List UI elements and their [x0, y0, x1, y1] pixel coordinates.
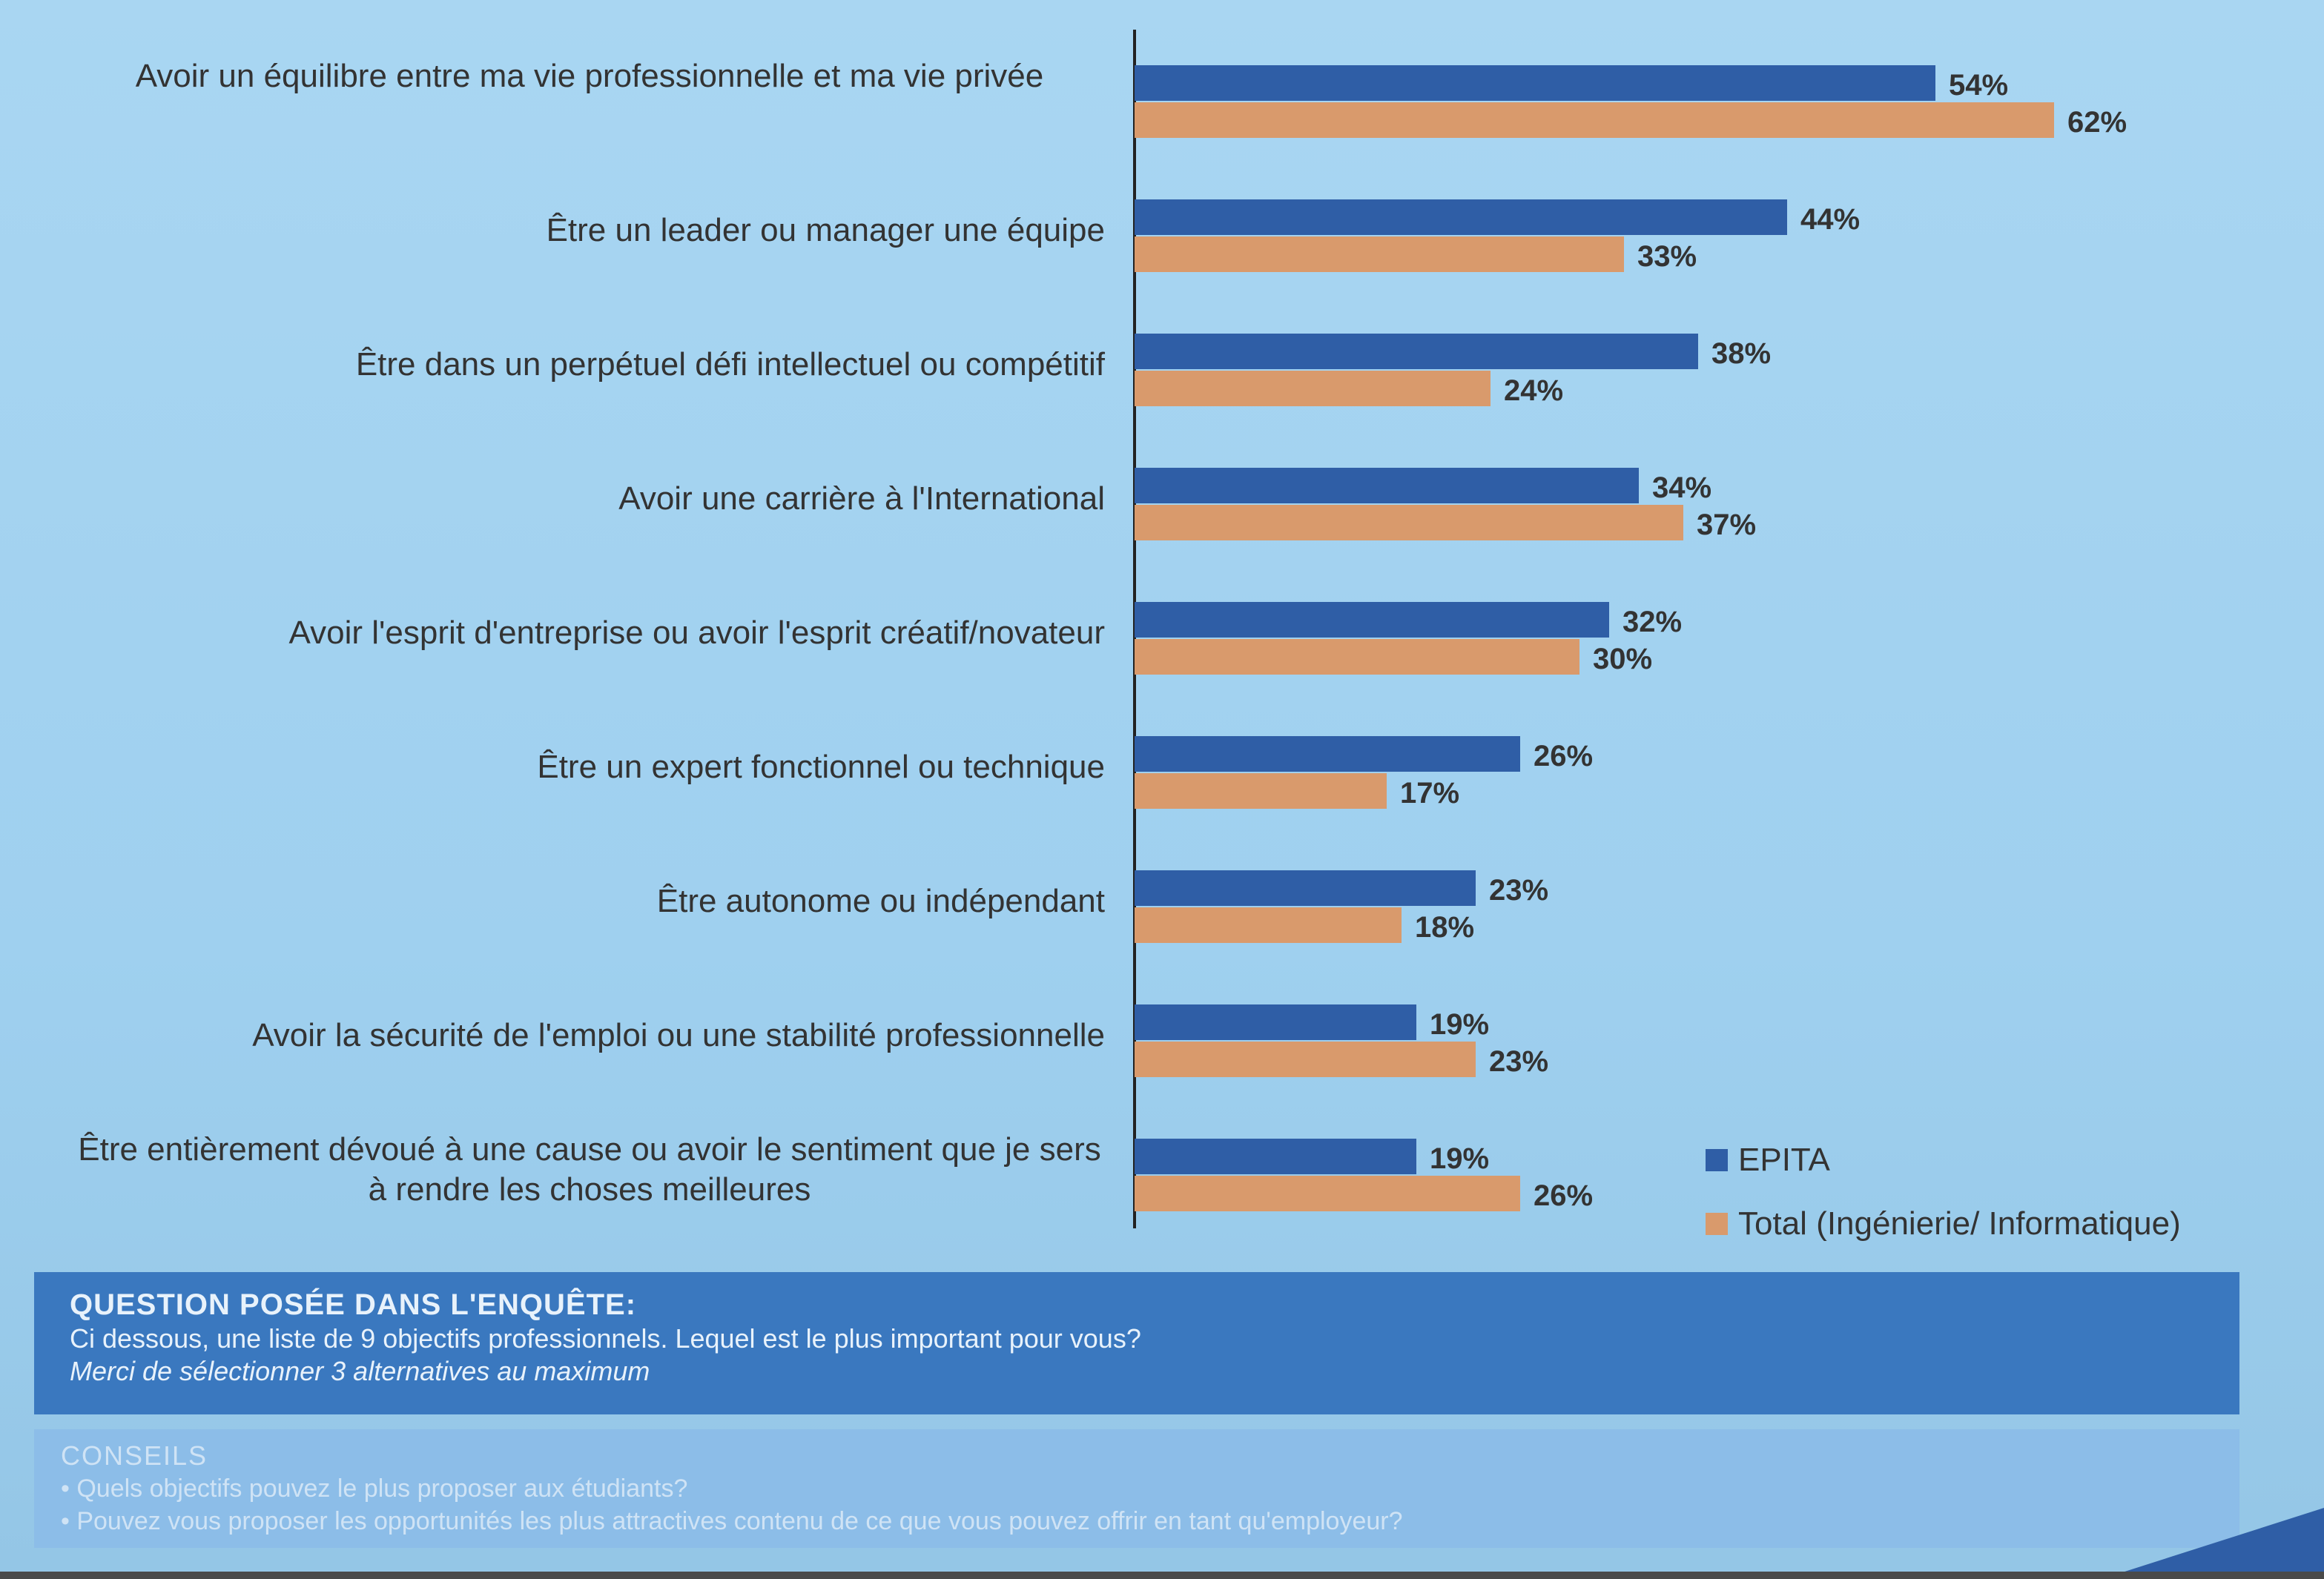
bar-total: [1135, 1176, 1520, 1211]
data-label: 37%: [1697, 509, 1756, 541]
bar-total: [1135, 102, 2054, 138]
data-label: 19%: [1430, 1142, 1489, 1175]
category-label: Être dans un perpétuel défi intellectuel…: [355, 346, 1105, 383]
survey-question-box: QUESTION POSÉE DANS L'ENQUÊTE: Ci dessou…: [34, 1272, 2239, 1414]
bar-total: [1135, 1042, 1476, 1077]
data-label: 23%: [1489, 874, 1548, 907]
bar-total: [1135, 505, 1683, 540]
category-label: Avoir la sécurité de l'emploi ou une sta…: [252, 1017, 1105, 1053]
bar-total: [1135, 371, 1491, 406]
bottom-strip: [0, 1572, 2324, 1579]
bar-epita: [1135, 602, 1609, 638]
data-label: 38%: [1711, 337, 1771, 370]
bar-total: [1135, 236, 1624, 272]
data-label: 24%: [1504, 374, 1563, 407]
question-note: Merci de sélectionner 3 alternatives au …: [70, 1356, 650, 1386]
category-label: Être entièrement dévoué à une cause ou a…: [78, 1131, 1101, 1208]
tips-item: • Quels objectifs pouvez le plus propose…: [61, 1474, 688, 1503]
data-label: 19%: [1430, 1008, 1489, 1041]
data-label: 26%: [1534, 1179, 1593, 1212]
data-label: 30%: [1593, 643, 1652, 675]
corner-decoration: [2102, 1508, 2324, 1579]
legend-label-epita: EPITA: [1738, 1142, 1830, 1178]
data-label: 62%: [2067, 106, 2127, 139]
category-label: Être un expert fonctionnel ou technique: [537, 749, 1105, 785]
tips-box: CONSEILS • Quels objectifs pouvez le plu…: [34, 1429, 2239, 1548]
bar-epita: [1135, 1139, 1416, 1174]
tips-item: • Pouvez vous proposer les opportunités …: [61, 1507, 1403, 1535]
bar-epita: [1135, 65, 1935, 101]
bar-epita: [1135, 468, 1639, 503]
category-label: Avoir une carrière à l'International: [618, 480, 1105, 517]
data-label: 26%: [1534, 740, 1593, 772]
tips-title: CONSEILS: [61, 1440, 208, 1471]
data-label: 32%: [1622, 606, 1682, 638]
question-title: QUESTION POSÉE DANS L'ENQUÊTE:: [70, 1288, 637, 1321]
bar-epita: [1135, 1004, 1416, 1040]
bar-epita: [1135, 736, 1520, 772]
bar-total: [1135, 907, 1402, 943]
category-label: Avoir un équilibre entre ma vie professi…: [135, 58, 1044, 94]
question-text: Ci dessous, une liste de 9 objectifs pro…: [70, 1323, 1141, 1354]
legend-item-total: Total (Ingénierie/ Informatique): [1706, 1205, 2181, 1242]
legend-swatch-epita: [1706, 1149, 1728, 1171]
category-label: Être un leader ou manager une équipe: [546, 212, 1105, 248]
bar-chart: 54%62%44%33%38%24%34%37%32%30%26%17%23%1…: [1133, 30, 2127, 1228]
bar-epita: [1135, 199, 1787, 235]
bar-total: [1135, 773, 1387, 809]
category-label: Être autonome ou indépendant: [656, 883, 1105, 919]
data-label: 34%: [1652, 471, 1711, 504]
bar-epita: [1135, 334, 1698, 369]
bar-epita: [1135, 870, 1476, 906]
legend-item-epita: EPITA: [1706, 1142, 1830, 1179]
data-label: 44%: [1800, 203, 1860, 236]
bar-total: [1135, 639, 1579, 675]
data-label: 23%: [1489, 1045, 1548, 1078]
data-label: 18%: [1415, 911, 1474, 944]
category-label: Avoir l'esprit d'entreprise ou avoir l'e…: [288, 615, 1105, 651]
data-label: 17%: [1400, 777, 1459, 810]
data-label: 33%: [1637, 240, 1697, 273]
legend-swatch-total: [1706, 1213, 1728, 1235]
legend-label-total: Total (Ingénierie/ Informatique): [1738, 1205, 2181, 1242]
data-label: 54%: [1949, 69, 2008, 102]
